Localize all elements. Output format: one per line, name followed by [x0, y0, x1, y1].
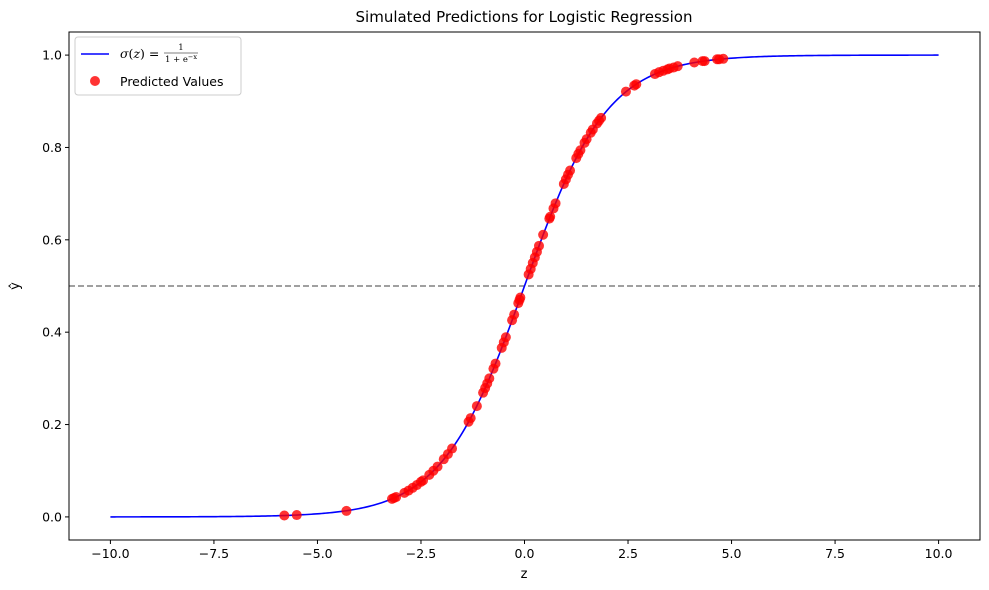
- predicted-point: [391, 492, 402, 503]
- predicted-point: [279, 510, 290, 521]
- predicted-point: [447, 443, 458, 454]
- sigmoid-curve: [110, 54, 939, 518]
- predicted-point: [672, 61, 683, 72]
- predicted-point: [538, 229, 549, 240]
- predicted-point: [471, 401, 482, 412]
- y-tick-label: 1.0: [42, 48, 62, 63]
- x-tick-label: 0.0: [515, 546, 535, 561]
- legend-label-predicted: Predicted Values: [120, 74, 224, 89]
- predicted-point: [596, 112, 607, 123]
- x-tick-label: 10.0: [925, 546, 953, 561]
- predicted-point: [545, 211, 556, 222]
- x-tick-label: 2.5: [618, 546, 638, 561]
- x-axis-label: z: [521, 567, 528, 582]
- x-tick-label: −10.0: [91, 546, 129, 561]
- predicted-point: [699, 56, 710, 67]
- y-tick-label: 0.4: [42, 325, 62, 340]
- legend: σ(z) = 1 1 + e−x Predicted Values: [74, 36, 242, 96]
- x-tick-label: 5.0: [722, 546, 742, 561]
- x-tick-label: 7.5: [825, 546, 845, 561]
- predicted-point: [432, 461, 443, 472]
- y-tick-label: 0.8: [42, 140, 62, 155]
- predicted-point: [620, 86, 631, 97]
- legend-box: [74, 36, 242, 96]
- predicted-point: [490, 358, 501, 369]
- y-axis-label: ŷ: [8, 282, 23, 290]
- y-tick-label: 0.2: [42, 417, 62, 432]
- predicted-point: [509, 309, 520, 320]
- legend-scatter-swatch: [90, 76, 100, 86]
- predicted-point: [550, 198, 561, 209]
- predicted-point: [465, 413, 476, 424]
- plot-area: [69, 53, 980, 521]
- predicted-point: [631, 79, 642, 90]
- predicted-point: [291, 510, 302, 521]
- chart-title: Simulated Predictions for Logistic Regre…: [356, 8, 693, 26]
- x-tick-label: −7.5: [199, 546, 229, 561]
- y-tick-label: 0.6: [42, 232, 62, 247]
- predicted-point: [533, 240, 544, 251]
- predicted-point: [515, 292, 526, 303]
- predicted-point: [565, 165, 576, 176]
- legend-sigmoid-numerator: 1: [178, 43, 183, 53]
- y-tick-label: 0.0: [42, 509, 62, 524]
- legend-sigmoid-lhs: σ(z) =: [120, 46, 159, 61]
- predicted-point: [575, 145, 586, 156]
- predicted-point: [500, 332, 511, 343]
- predicted-point: [718, 53, 729, 64]
- y-axis: 0.0 0.2 0.4 0.6 0.8 1.0: [42, 48, 69, 524]
- x-tick-label: −2.5: [406, 546, 436, 561]
- predicted-point: [484, 373, 495, 384]
- predicted-point: [689, 57, 700, 68]
- x-axis: −10.0 −7.5 −5.0 −2.5 0.0 2.5 5.0 7.5 10.0: [91, 540, 953, 561]
- predicted-point: [341, 505, 352, 516]
- x-tick-label: −5.0: [302, 546, 332, 561]
